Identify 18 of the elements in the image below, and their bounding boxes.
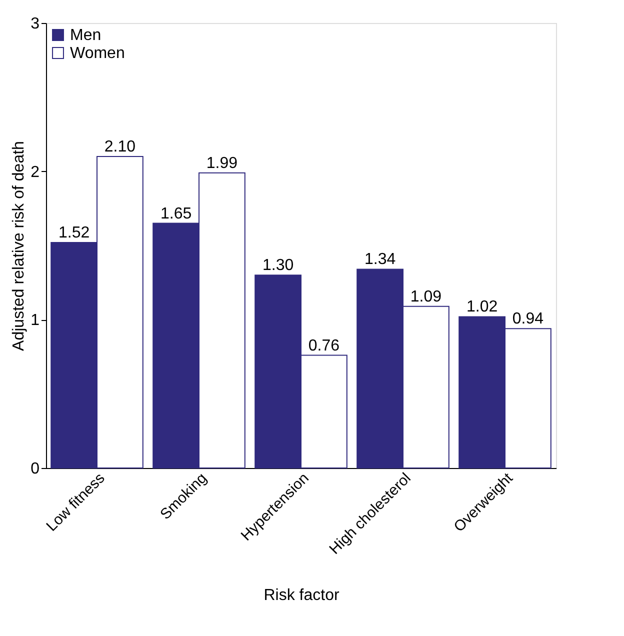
legend-label: Men <box>70 27 102 44</box>
text: 1.34 <box>364 251 396 268</box>
y-tick-label: 2 <box>30 164 40 181</box>
text: 1.99 <box>206 154 238 172</box>
y-tick-label: 3 <box>30 16 40 32</box>
text: 1.02 <box>466 298 498 316</box>
legend-label: Women <box>70 45 125 62</box>
x-axis-title: Risk factor <box>264 587 340 604</box>
y-tick-label: 0 <box>30 460 40 478</box>
y-axis-title: Adjusted relative risk of death <box>10 141 28 351</box>
text: 1.65 <box>160 205 192 222</box>
text: 2.10 <box>104 138 136 156</box>
y-tick-label: 1 <box>30 312 40 330</box>
text: 1.30 <box>262 257 294 274</box>
text: 0.76 <box>308 337 340 354</box>
text: 1.09 <box>410 288 442 306</box>
text: 1.52 <box>58 224 90 242</box>
text: 0.94 <box>512 310 544 328</box>
